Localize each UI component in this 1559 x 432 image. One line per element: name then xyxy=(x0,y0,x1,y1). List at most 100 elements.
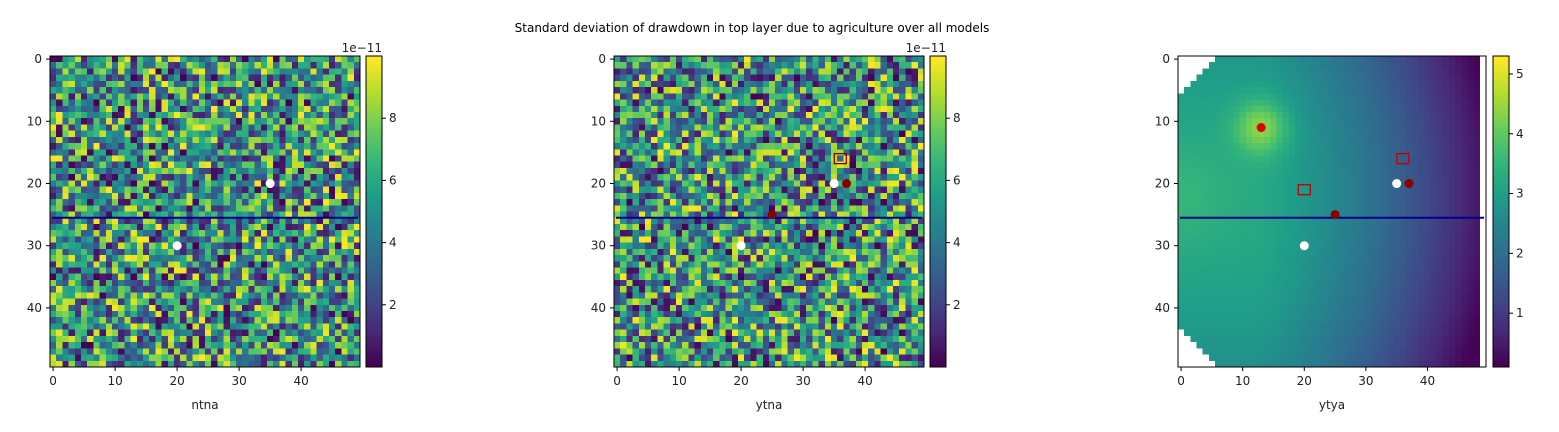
heatmap-cell xyxy=(738,167,745,175)
heatmap-cell xyxy=(130,304,138,312)
heatmap-cell xyxy=(155,205,163,212)
heatmap-cell xyxy=(700,279,708,287)
heatmap-cell xyxy=(143,118,150,125)
heatmap-cell xyxy=(112,230,119,237)
heatmap-cell xyxy=(50,230,57,237)
heatmap-cell xyxy=(638,180,646,188)
heatmap-cell xyxy=(74,174,82,181)
heatmap-cell xyxy=(744,56,751,63)
heatmap-cell xyxy=(663,342,671,349)
heatmap-cell xyxy=(657,242,665,250)
heatmap-cell xyxy=(688,248,696,256)
heatmap-cell xyxy=(880,180,888,188)
heatmap-cell xyxy=(868,136,875,144)
heatmap-cell xyxy=(124,161,132,169)
heatmap-cell xyxy=(775,180,782,188)
heatmap-cell xyxy=(620,192,627,200)
heatmap-cell xyxy=(855,236,863,244)
heatmap-cell xyxy=(56,261,63,268)
heatmap-cell xyxy=(298,130,305,138)
heatmap-cell xyxy=(236,93,243,101)
heatmap-cell xyxy=(130,62,138,69)
heatmap-cell xyxy=(874,304,882,312)
heatmap-cell xyxy=(229,155,237,163)
heatmap-cell xyxy=(707,311,714,318)
heatmap-cell xyxy=(626,279,634,287)
heatmap-cell xyxy=(124,292,132,300)
heatmap-cell xyxy=(874,87,882,94)
heatmap-cell xyxy=(254,242,262,250)
heatmap-cell xyxy=(676,130,683,138)
heatmap-cell xyxy=(694,261,702,268)
heatmap-cell xyxy=(347,323,355,331)
heatmap-cell xyxy=(254,118,262,125)
heatmap-cell xyxy=(824,292,832,300)
heatmap-cell xyxy=(260,68,268,76)
heatmap-cell xyxy=(843,304,851,312)
heatmap-cell xyxy=(837,329,844,337)
heatmap-cell xyxy=(254,149,262,157)
heatmap-cell xyxy=(192,136,200,144)
heatmap-cell xyxy=(663,286,671,293)
heatmap-cell xyxy=(831,136,838,144)
heatmap-cell xyxy=(663,248,671,256)
heatmap-cell xyxy=(793,217,801,225)
heatmap-cell xyxy=(50,323,57,331)
heatmap-cell xyxy=(62,93,70,101)
heatmap-cell xyxy=(880,279,888,287)
heatmap-cell xyxy=(911,255,919,262)
heatmap-cell xyxy=(205,56,212,63)
heatmap-cell xyxy=(192,335,200,343)
heatmap-cell xyxy=(731,248,739,256)
heatmap-cell xyxy=(254,180,262,188)
heatmap-cell xyxy=(818,161,826,169)
heatmap-cell xyxy=(149,329,156,337)
heatmap-cell xyxy=(725,217,733,225)
heatmap-cell xyxy=(806,304,813,312)
heatmap-cell xyxy=(862,155,869,163)
heatmap-cell xyxy=(787,286,795,293)
heatmap-cell xyxy=(242,174,249,181)
heatmap-cell xyxy=(242,273,249,281)
heatmap-cell xyxy=(862,174,869,181)
heatmap-cell xyxy=(620,161,627,169)
heatmap-cell xyxy=(905,323,913,331)
heatmap-cell xyxy=(694,298,702,306)
heatmap-cell xyxy=(180,273,187,281)
heatmap-cell xyxy=(651,124,658,132)
heatmap-cell xyxy=(700,93,708,101)
heatmap-cell xyxy=(56,311,63,318)
heatmap-cell xyxy=(880,230,888,237)
heatmap-cell xyxy=(149,267,156,275)
heatmap-cell xyxy=(843,87,851,94)
heatmap-cell xyxy=(291,149,299,157)
heatmap-cell xyxy=(87,56,94,63)
heatmap-cell xyxy=(298,199,305,206)
heatmap-cell xyxy=(886,342,894,349)
heatmap-cell xyxy=(143,255,150,262)
heatmap-cell xyxy=(248,105,256,113)
heatmap-cell xyxy=(267,304,274,312)
heatmap-cell xyxy=(812,130,820,138)
heatmap-cell xyxy=(626,273,634,281)
heatmap-cell xyxy=(186,161,194,169)
heatmap-cell xyxy=(236,267,243,275)
heatmap-cell xyxy=(341,211,349,219)
heatmap-cell xyxy=(849,304,857,312)
heatmap-cell xyxy=(143,174,150,181)
heatmap-cell xyxy=(663,223,671,231)
heatmap-cell xyxy=(149,105,156,113)
heatmap-cell xyxy=(769,87,776,94)
heatmap-cell xyxy=(304,255,311,262)
heatmap-cell xyxy=(81,56,88,63)
heatmap-cell xyxy=(99,279,107,287)
heatmap-cell xyxy=(236,205,243,212)
heatmap-cell xyxy=(719,304,727,312)
heatmap-cell xyxy=(806,223,813,231)
heatmap-cell xyxy=(180,311,187,318)
heatmap-cell xyxy=(56,205,63,212)
heatmap-cell xyxy=(725,261,733,268)
heatmap-cell xyxy=(638,155,646,163)
heatmap-cell xyxy=(855,111,863,119)
heatmap-cell xyxy=(614,329,621,337)
